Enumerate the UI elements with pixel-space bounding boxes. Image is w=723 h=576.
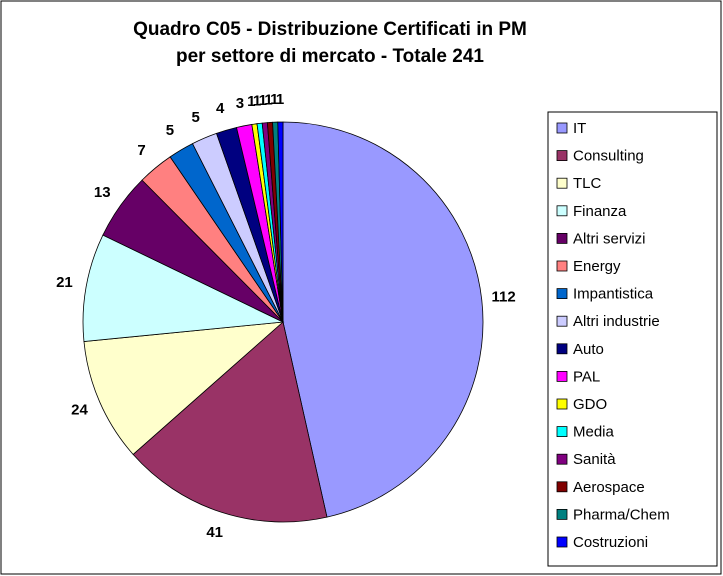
legend-label: Sanità bbox=[573, 451, 616, 468]
data-label: 1 bbox=[259, 92, 267, 109]
legend-label: Pharma/Chem bbox=[573, 506, 670, 523]
data-label: 21 bbox=[56, 274, 73, 291]
chart-subtitle: per settore di mercato - Totale 241 bbox=[176, 46, 484, 67]
legend-swatch bbox=[556, 398, 568, 410]
legend-label: Finanza bbox=[573, 203, 627, 220]
data-label: 13 bbox=[94, 184, 111, 201]
data-label: 1 bbox=[264, 91, 272, 108]
legend-label: Energy bbox=[573, 258, 621, 275]
legend-swatch bbox=[556, 426, 568, 438]
legend-label: Altri servizi bbox=[573, 230, 646, 247]
legend-swatch bbox=[556, 288, 568, 300]
legend-label: Aerospace bbox=[573, 479, 645, 496]
legend-swatch bbox=[556, 370, 568, 382]
data-label: 41 bbox=[206, 524, 223, 541]
pie-slice bbox=[132, 321, 328, 523]
legend-box bbox=[547, 111, 718, 567]
legend-swatch bbox=[556, 536, 568, 548]
pie-slice bbox=[83, 321, 285, 455]
legend-swatch bbox=[556, 177, 568, 189]
pie-slice bbox=[277, 121, 284, 323]
legend-swatch bbox=[556, 508, 568, 520]
legend-swatch bbox=[556, 232, 568, 244]
legend-label: Auto bbox=[573, 341, 604, 358]
legend-label: Consulting bbox=[573, 148, 644, 165]
data-label: 24 bbox=[71, 402, 88, 419]
data-label: 7 bbox=[137, 142, 145, 159]
legend-swatch bbox=[556, 205, 568, 217]
legend-label: Impantistica bbox=[573, 286, 654, 303]
legend-label: IT bbox=[573, 120, 586, 137]
data-label: 1 bbox=[270, 91, 278, 108]
data-label: 1 bbox=[276, 91, 284, 108]
pie-slice bbox=[282, 121, 484, 518]
legend-label: PAL bbox=[573, 368, 600, 385]
data-label: 1 bbox=[253, 92, 261, 109]
data-label: 3 bbox=[236, 95, 244, 112]
legend-swatch bbox=[556, 122, 568, 134]
legend-swatch bbox=[556, 481, 568, 493]
legend-swatch bbox=[556, 150, 568, 162]
legend-label: GDO bbox=[573, 396, 607, 413]
data-label: 4 bbox=[216, 100, 225, 117]
pie-slice bbox=[82, 234, 285, 342]
data-label: 5 bbox=[166, 122, 174, 139]
legend-swatch bbox=[556, 260, 568, 272]
data-label: 1 bbox=[247, 93, 255, 110]
legend-swatch bbox=[556, 315, 568, 327]
legend-label: Costruzioni bbox=[573, 534, 648, 551]
legend-label: TLC bbox=[573, 175, 602, 192]
legend-swatch bbox=[556, 453, 568, 465]
legend-swatch bbox=[556, 343, 568, 355]
legend-label: Media bbox=[573, 424, 615, 441]
data-label: 5 bbox=[192, 109, 200, 126]
data-label: 112 bbox=[492, 288, 516, 305]
legend-label: Altri industrie bbox=[573, 313, 660, 330]
chart-title: Quadro C05 - Distribuzione Certificati i… bbox=[133, 19, 527, 40]
